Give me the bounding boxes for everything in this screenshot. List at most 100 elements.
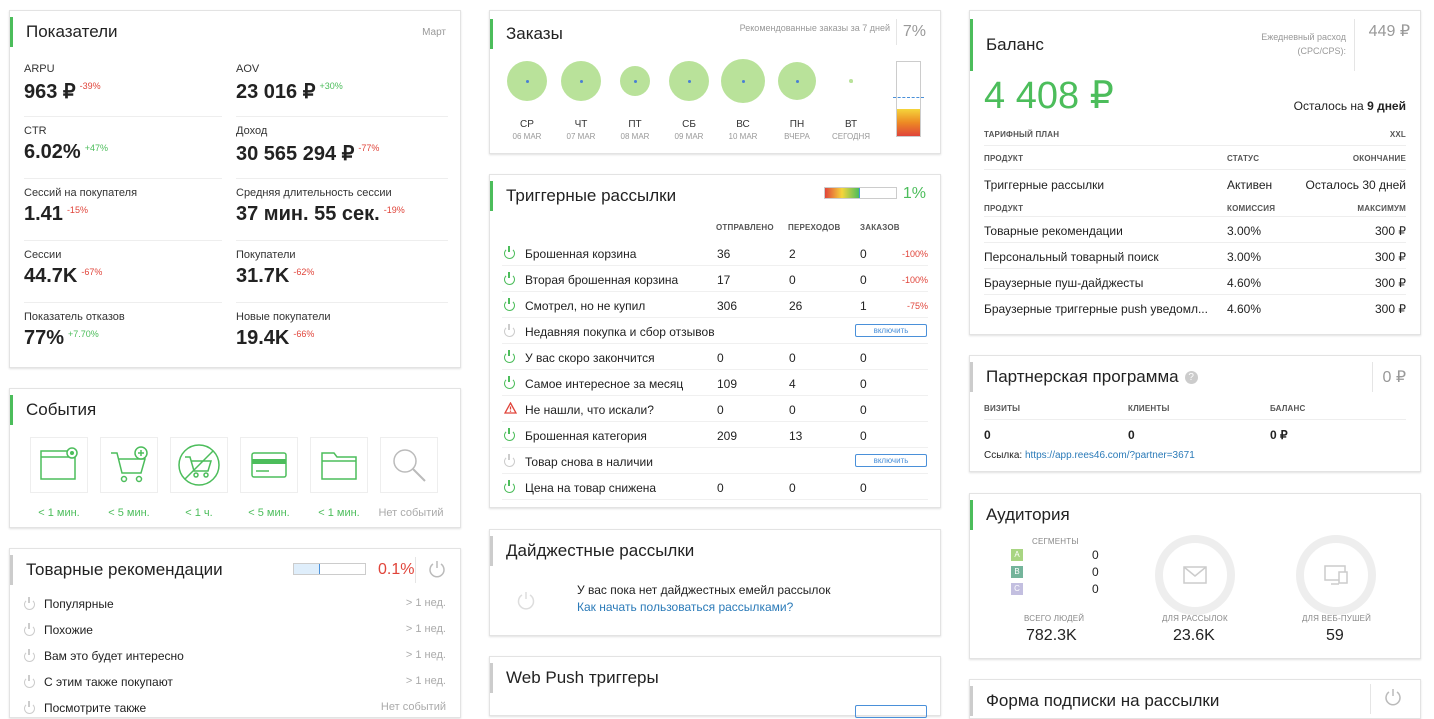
trigger-row[interactable]: Цена на товар снижена 0 0 0 [502, 474, 928, 500]
indicators-title: Показатели [10, 17, 118, 47]
power-icon[interactable] [428, 560, 446, 583]
event-cart-add[interactable] [100, 437, 158, 493]
trigger-clicks: 0 [789, 273, 796, 287]
enable-button[interactable]: включить [855, 454, 927, 467]
subscribe-power-icon[interactable] [1384, 688, 1402, 711]
balance-row-divider [984, 294, 1406, 295]
partner-divider [1372, 362, 1373, 392]
power-icon[interactable] [504, 480, 515, 493]
metric: Сессии 44.7K -67% [24, 241, 222, 303]
balance-max: 300 ₽ [1375, 276, 1406, 290]
trigger-delta: -100% [901, 249, 928, 259]
triggers-card: Триггерные рассылки 1% ОТПРАВЛЕНО ПЕРЕХО… [489, 174, 941, 508]
trigger-clicks: 13 [789, 429, 803, 443]
indicators-period[interactable]: Март [422, 27, 446, 38]
trigger-sent: 109 [717, 377, 738, 391]
day-date: 07 MAR [566, 132, 596, 141]
folder-icon [321, 452, 357, 480]
trigger-clicks: 2 [789, 247, 796, 261]
trigger-row[interactable]: Самое интересное за месяц 109 4 0 [502, 370, 928, 396]
trigger-orders: 1 [860, 299, 867, 313]
trigger-row[interactable]: Товар снова в наличии включить [502, 448, 928, 474]
power-icon[interactable] [24, 623, 35, 636]
power-icon[interactable] [504, 428, 515, 441]
col-clicks: ПЕРЕХОДОВ [788, 223, 841, 232]
trigger-sent: 306 [717, 299, 738, 313]
total-value: 782.3K [1026, 627, 1077, 644]
event-cart-removed[interactable] [170, 437, 228, 493]
triggers-percent: 1% [902, 185, 926, 202]
metric-delta: -19% [383, 205, 405, 215]
power-icon[interactable] [504, 298, 515, 311]
power-icon[interactable] [24, 649, 35, 662]
balance-fee: 3.00% [1227, 250, 1262, 264]
event-folder[interactable] [310, 437, 368, 493]
h1-product: ПРОДУКТ [984, 154, 1024, 163]
partner-title-text: Партнерская программа [986, 367, 1179, 386]
trigger-row[interactable]: У вас скоро закончится 0 0 0 [502, 344, 928, 370]
metric-number: 6.02% [24, 141, 81, 163]
trigger-row[interactable]: Недавняя покупка и сбор отзывов включить [502, 318, 928, 344]
metric-value: 30 565 294 ₽ -77% [236, 141, 379, 166]
envelope-icon [1183, 566, 1207, 584]
day-date: ВЧЕРА [784, 132, 810, 141]
metric: Новые покупатели 19.4K -66% [236, 303, 448, 365]
metric-value: 77% +7.70% [24, 327, 99, 350]
power-icon[interactable] [24, 701, 35, 714]
power-icon[interactable] [504, 454, 515, 467]
digest-card: Дайджестные рассылки У вас пока нет дайд… [489, 529, 941, 636]
trigger-delta: -75% [906, 301, 928, 311]
digest-help-link[interactable]: Как начать пользоваться рассылками? [577, 600, 794, 614]
event-label: < 1 ч. [185, 507, 213, 519]
metric-label: CTR [24, 125, 47, 137]
cart-removed-icon [178, 444, 220, 486]
metric-delta: -15% [66, 205, 88, 215]
power-icon[interactable] [504, 246, 515, 259]
trigger-row[interactable]: Смотрел, но не купил 306 26 1 -75% [502, 292, 928, 318]
power-icon[interactable] [504, 350, 515, 363]
trigger-row[interactable]: Брошенная категория 209 13 0 [502, 422, 928, 448]
recs-title: Товарные рекомендации [10, 555, 223, 585]
power-icon[interactable] [24, 597, 35, 610]
order-day-dot [849, 79, 853, 83]
events-card: События < 1 мин. < 5 мин. < 1 ч. < 5 мин. < … [9, 388, 461, 528]
power-icon[interactable] [504, 272, 515, 285]
balance-max: 300 ₽ [1375, 224, 1406, 238]
trigger-row[interactable]: Не нашли, что искали? 0 0 0 [502, 396, 928, 422]
plan-value: XXL [1389, 130, 1406, 139]
h1-divider [984, 169, 1406, 170]
segment-value: 0 [1092, 548, 1099, 562]
power-icon[interactable] [24, 675, 35, 688]
metric-number: 44.7K [24, 265, 78, 287]
power-icon[interactable] [504, 324, 515, 337]
partner-visits: 0 [984, 428, 991, 442]
segments-label: СЕГМЕНТЫ [1032, 537, 1079, 546]
trigger-sent: 17 [717, 273, 731, 287]
orders-title: Заказы [490, 19, 563, 49]
product-name: Триггерные рассылки [984, 178, 1105, 192]
indicators-card: Показатели Март ARPU 963 ₽ -39% AOV 23 016 ₽… [9, 10, 461, 368]
help-icon[interactable]: ? [1184, 370, 1198, 384]
trigger-row[interactable]: Вторая брошенная корзина 17 0 0 -100% [502, 266, 928, 292]
partner-link[interactable]: https://app.rees46.com/?partner=3671 [1024, 450, 1195, 461]
orders-divider [896, 19, 897, 45]
digest-title: Дайджестные рассылки [490, 536, 694, 566]
event-search[interactable] [380, 437, 438, 493]
day-name: ЧТ [574, 119, 588, 130]
col-orders: ЗАКАЗОВ [860, 223, 900, 232]
trigger-row[interactable]: Брошенная корзина 36 2 0 -100% [502, 240, 928, 266]
recs-percent: 0.1% [378, 561, 415, 578]
power-icon[interactable] [504, 376, 515, 389]
trigger-orders: 0 [860, 429, 867, 443]
product-status: Активен [1227, 178, 1273, 192]
webpush-enable-button[interactable] [855, 705, 927, 718]
event-browser[interactable] [30, 437, 88, 493]
daily-spend-value: 449 ₽ [1368, 23, 1410, 40]
day-name: ПН [789, 119, 805, 130]
metric-delta: -67% [81, 267, 103, 277]
digest-power-icon[interactable] [516, 590, 536, 615]
event-card[interactable] [240, 437, 298, 493]
enable-button[interactable]: включить [855, 324, 927, 337]
recs-power-button[interactable] [415, 557, 416, 583]
day-name: ВС [736, 119, 750, 130]
